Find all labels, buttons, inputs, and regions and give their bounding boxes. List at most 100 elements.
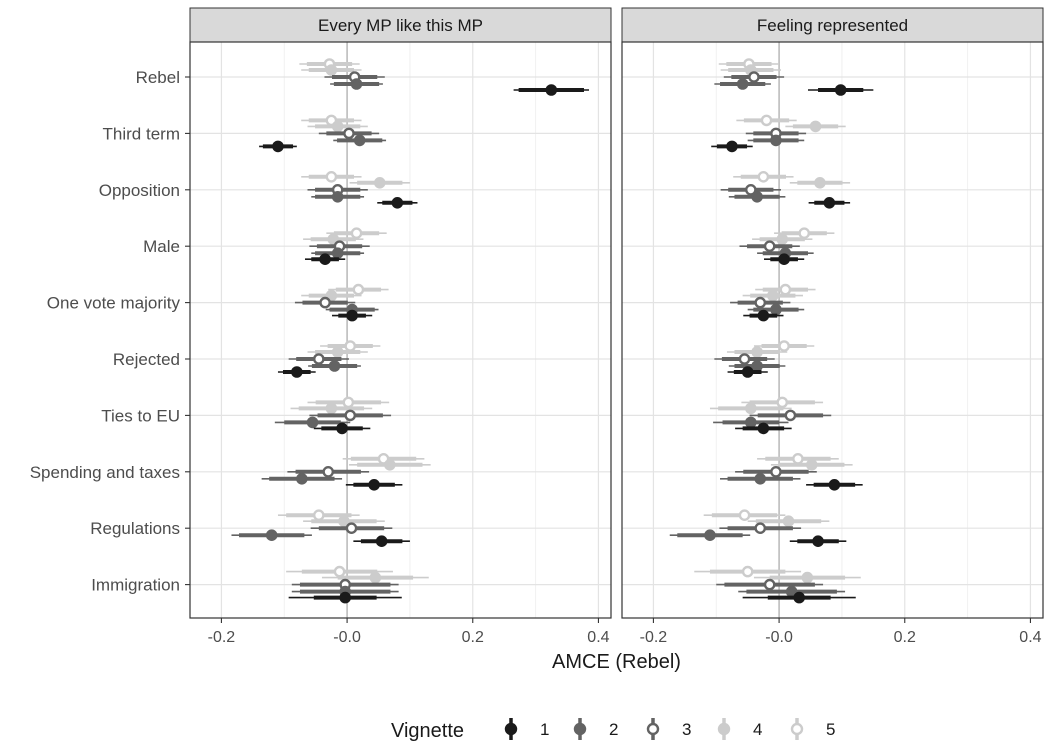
point-estimate-v4 (782, 515, 795, 528)
point-estimate-v3 (344, 409, 357, 422)
point-estimate-v4 (338, 515, 350, 528)
point-estimate-v4 (327, 233, 340, 245)
point-estimate-v4 (325, 289, 338, 302)
legend-item-2: 2 (573, 718, 618, 740)
point-estimate-v1 (823, 196, 836, 209)
facet-panel-2: Feeling represented -0.2 -0.0 0.2 0.4 (621, 7, 1044, 646)
point-estimate-v5 (779, 283, 792, 296)
facet-strip (621, 7, 1044, 43)
x-tick-label: -0.0 (333, 629, 361, 646)
legend-item-3: 3 (646, 718, 691, 740)
point-estimate-v3 (770, 465, 782, 478)
point-estimate-v1 (339, 591, 352, 604)
point-estimate-v2 (296, 472, 308, 485)
point-estimate-v5 (313, 509, 325, 522)
point-estimate-v4 (331, 120, 344, 133)
y-tick-label: Rejected (113, 350, 180, 369)
point-estimate-v1 (272, 140, 284, 153)
point-estimate-v2 (751, 360, 763, 372)
legend-item-4: 4 (717, 718, 762, 740)
point-estimate-v4 (325, 402, 338, 415)
x-tick-label: -0.0 (765, 629, 793, 646)
point-estimate-v4 (384, 458, 396, 471)
y-tick-label: Regulations (90, 519, 180, 538)
point-estimate-v4 (751, 346, 763, 358)
point-estimate-v3 (345, 522, 358, 535)
point-estimate-v3 (745, 183, 757, 196)
point-estimate-v5 (760, 114, 773, 127)
legend: Vignette 1 2 3 4 5 (391, 718, 835, 742)
facet-panel-1: Every MP like this MP -0.2 -0.0 0.2 0.4 (189, 7, 612, 646)
point-estimate-v3 (754, 522, 767, 535)
legend-label: 3 (682, 720, 691, 739)
point-estimate-v5 (741, 565, 754, 578)
point-estimate-v4 (373, 176, 386, 189)
point-estimate-v1 (757, 309, 770, 322)
legend-item-5: 5 (790, 718, 835, 740)
point-estimate-v3 (763, 578, 776, 591)
point-estimate-v1 (757, 422, 770, 435)
y-tick-label: One vote majority (47, 294, 181, 313)
point-estimate-v5 (792, 452, 804, 465)
point-estimate-v1 (812, 535, 824, 548)
point-estimate-v2 (350, 78, 363, 90)
legend-title: Vignette (391, 720, 464, 742)
y-tick-label: Ties to EU (101, 406, 180, 425)
point-estimate-v4 (369, 571, 382, 584)
point-estimate-v5 (344, 340, 357, 352)
point-estimate-v1 (346, 309, 358, 322)
point-estimate-v3 (343, 127, 355, 140)
point-estimate-v2 (265, 529, 278, 542)
point-estimate-v3 (763, 240, 776, 252)
point-estimate-v5 (798, 227, 811, 239)
legend-label: 4 (753, 720, 762, 739)
point-estimate-v2 (704, 529, 716, 542)
point-estimate-v5 (342, 396, 355, 409)
point-estimate-v5 (778, 340, 790, 352)
point-estimate-v4 (767, 289, 779, 302)
point-estimate-v1 (291, 366, 303, 378)
panel-background (190, 42, 611, 618)
panel-border (621, 41, 1044, 619)
point-estimate-v3 (784, 409, 797, 422)
point-estimate-v2 (306, 416, 319, 429)
legend-label: 2 (609, 720, 618, 739)
point-estimate-v5 (350, 227, 363, 239)
x-tick-label: -0.2 (208, 629, 236, 646)
point-estimate-v2 (745, 416, 757, 429)
legend-item-1: 1 (504, 718, 549, 740)
legend-key-point (504, 722, 518, 736)
point-estimate-v4 (814, 176, 826, 189)
point-estimate-v4 (801, 571, 814, 584)
y-tick-label: Rebel (136, 68, 180, 87)
point-estimate-v3 (748, 71, 760, 83)
point-estimate-v1 (834, 84, 847, 96)
point-estimate-v1 (319, 253, 331, 266)
facet-title: Feeling represented (757, 16, 908, 35)
point-estimate-v1 (793, 591, 805, 604)
x-tick-label: 0.2 (462, 629, 484, 646)
point-estimate-v4 (809, 120, 822, 133)
point-estimate-v1 (726, 140, 738, 153)
legend-key-point (717, 722, 731, 736)
legend-key-point (646, 722, 660, 736)
panel-border (189, 41, 612, 619)
x-tick-label: 0.4 (1019, 629, 1041, 646)
point-estimate-v1 (545, 84, 558, 96)
point-estimate-v4 (745, 402, 757, 415)
point-estimate-v5 (757, 170, 770, 183)
y-tick-label: Immigration (91, 576, 180, 595)
x-tick-label: -0.2 (640, 629, 668, 646)
point-estimate-v1 (741, 366, 754, 378)
point-estimate-v4 (325, 64, 338, 76)
point-estimate-v2 (331, 190, 344, 203)
point-estimate-v5 (352, 283, 365, 296)
point-estimate-v1 (368, 478, 380, 491)
point-estimate-v2 (770, 303, 782, 316)
y-tick-label: Third term (103, 124, 180, 143)
point-estimate-v5 (738, 509, 751, 522)
x-tick-label: 0.4 (587, 629, 609, 646)
point-estimate-v1 (828, 478, 841, 491)
legend-label: 5 (826, 720, 835, 739)
